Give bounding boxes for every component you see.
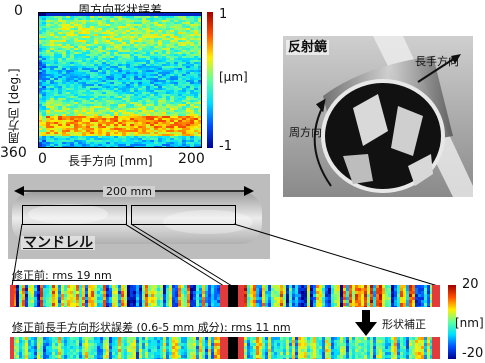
map-colorbar-min: -1	[219, 139, 232, 154]
map-colorbar-unit: [μm]	[219, 70, 248, 84]
before-profile-strip	[10, 285, 440, 307]
profile-colorbar-max: 20	[462, 277, 479, 292]
correction-label: 形状補正	[382, 318, 426, 331]
map-y-tick-bottom: 360	[0, 145, 27, 161]
map-x-tick-right: 200	[178, 151, 205, 167]
map-colorbar	[207, 12, 213, 148]
profile-colorbar-min: -20	[462, 346, 484, 361]
mirror-circ-label: 周方向	[289, 126, 322, 139]
down-arrow-icon	[355, 310, 377, 336]
after-profile-strip	[10, 337, 440, 359]
map-y-tick-top: 0	[14, 3, 23, 19]
profile-colorbar	[448, 285, 456, 359]
mirror-title: 反射鏡	[286, 40, 330, 55]
map-x-label: 長手方向 [mm]	[68, 154, 153, 168]
map-x-tick-left: 0	[38, 151, 47, 167]
mandrel-title: マンドレル	[21, 235, 95, 251]
mirror-photo	[283, 36, 473, 197]
measure-box-left	[22, 205, 127, 225]
error-map-heatmap	[38, 12, 202, 148]
before-label: 修正前: rms 19 nm	[12, 269, 112, 282]
mirror-axial-label: 長手方向	[415, 55, 459, 68]
dimension-label: 200 mm	[103, 186, 155, 197]
profile-colorbar-unit: [nm]	[455, 316, 484, 330]
map-colorbar-max: 1	[219, 7, 228, 22]
mirror-illustration	[283, 36, 473, 197]
measure-box-right	[131, 205, 236, 225]
after-label: 修正前長手方向形状誤差 (0.6-5 mm 成分): rms 11 nm	[12, 321, 291, 334]
